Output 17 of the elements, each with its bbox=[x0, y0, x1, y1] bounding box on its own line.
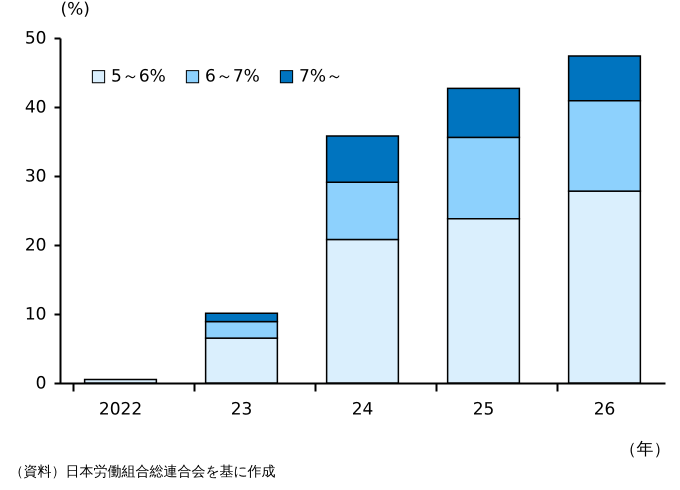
y-tick-label: 10 bbox=[24, 304, 46, 324]
x-tick-label: 26 bbox=[594, 400, 616, 420]
y-axis-title: (%) bbox=[60, 0, 90, 20]
legend-label: 7%～ bbox=[299, 66, 343, 87]
x-tick-label: 24 bbox=[352, 400, 374, 420]
text: （資料）日本労働組合総連合会を基に作成 bbox=[9, 464, 276, 480]
y-tick-label: 50 bbox=[24, 28, 46, 48]
x-tick-label: 25 bbox=[472, 400, 494, 420]
x-axis-title: （年） bbox=[620, 440, 670, 460]
y-tick-label: 0 bbox=[36, 374, 46, 394]
legend-label: 5～6% bbox=[111, 66, 166, 87]
y-tick-label: 20 bbox=[24, 236, 46, 256]
y-tick-label: 30 bbox=[24, 166, 46, 186]
legend-label: 6～7% bbox=[205, 66, 260, 87]
x-tick-label: 23 bbox=[230, 400, 252, 420]
x-tick-label: 2022 bbox=[98, 400, 142, 420]
y-tick-label: 40 bbox=[24, 98, 46, 118]
